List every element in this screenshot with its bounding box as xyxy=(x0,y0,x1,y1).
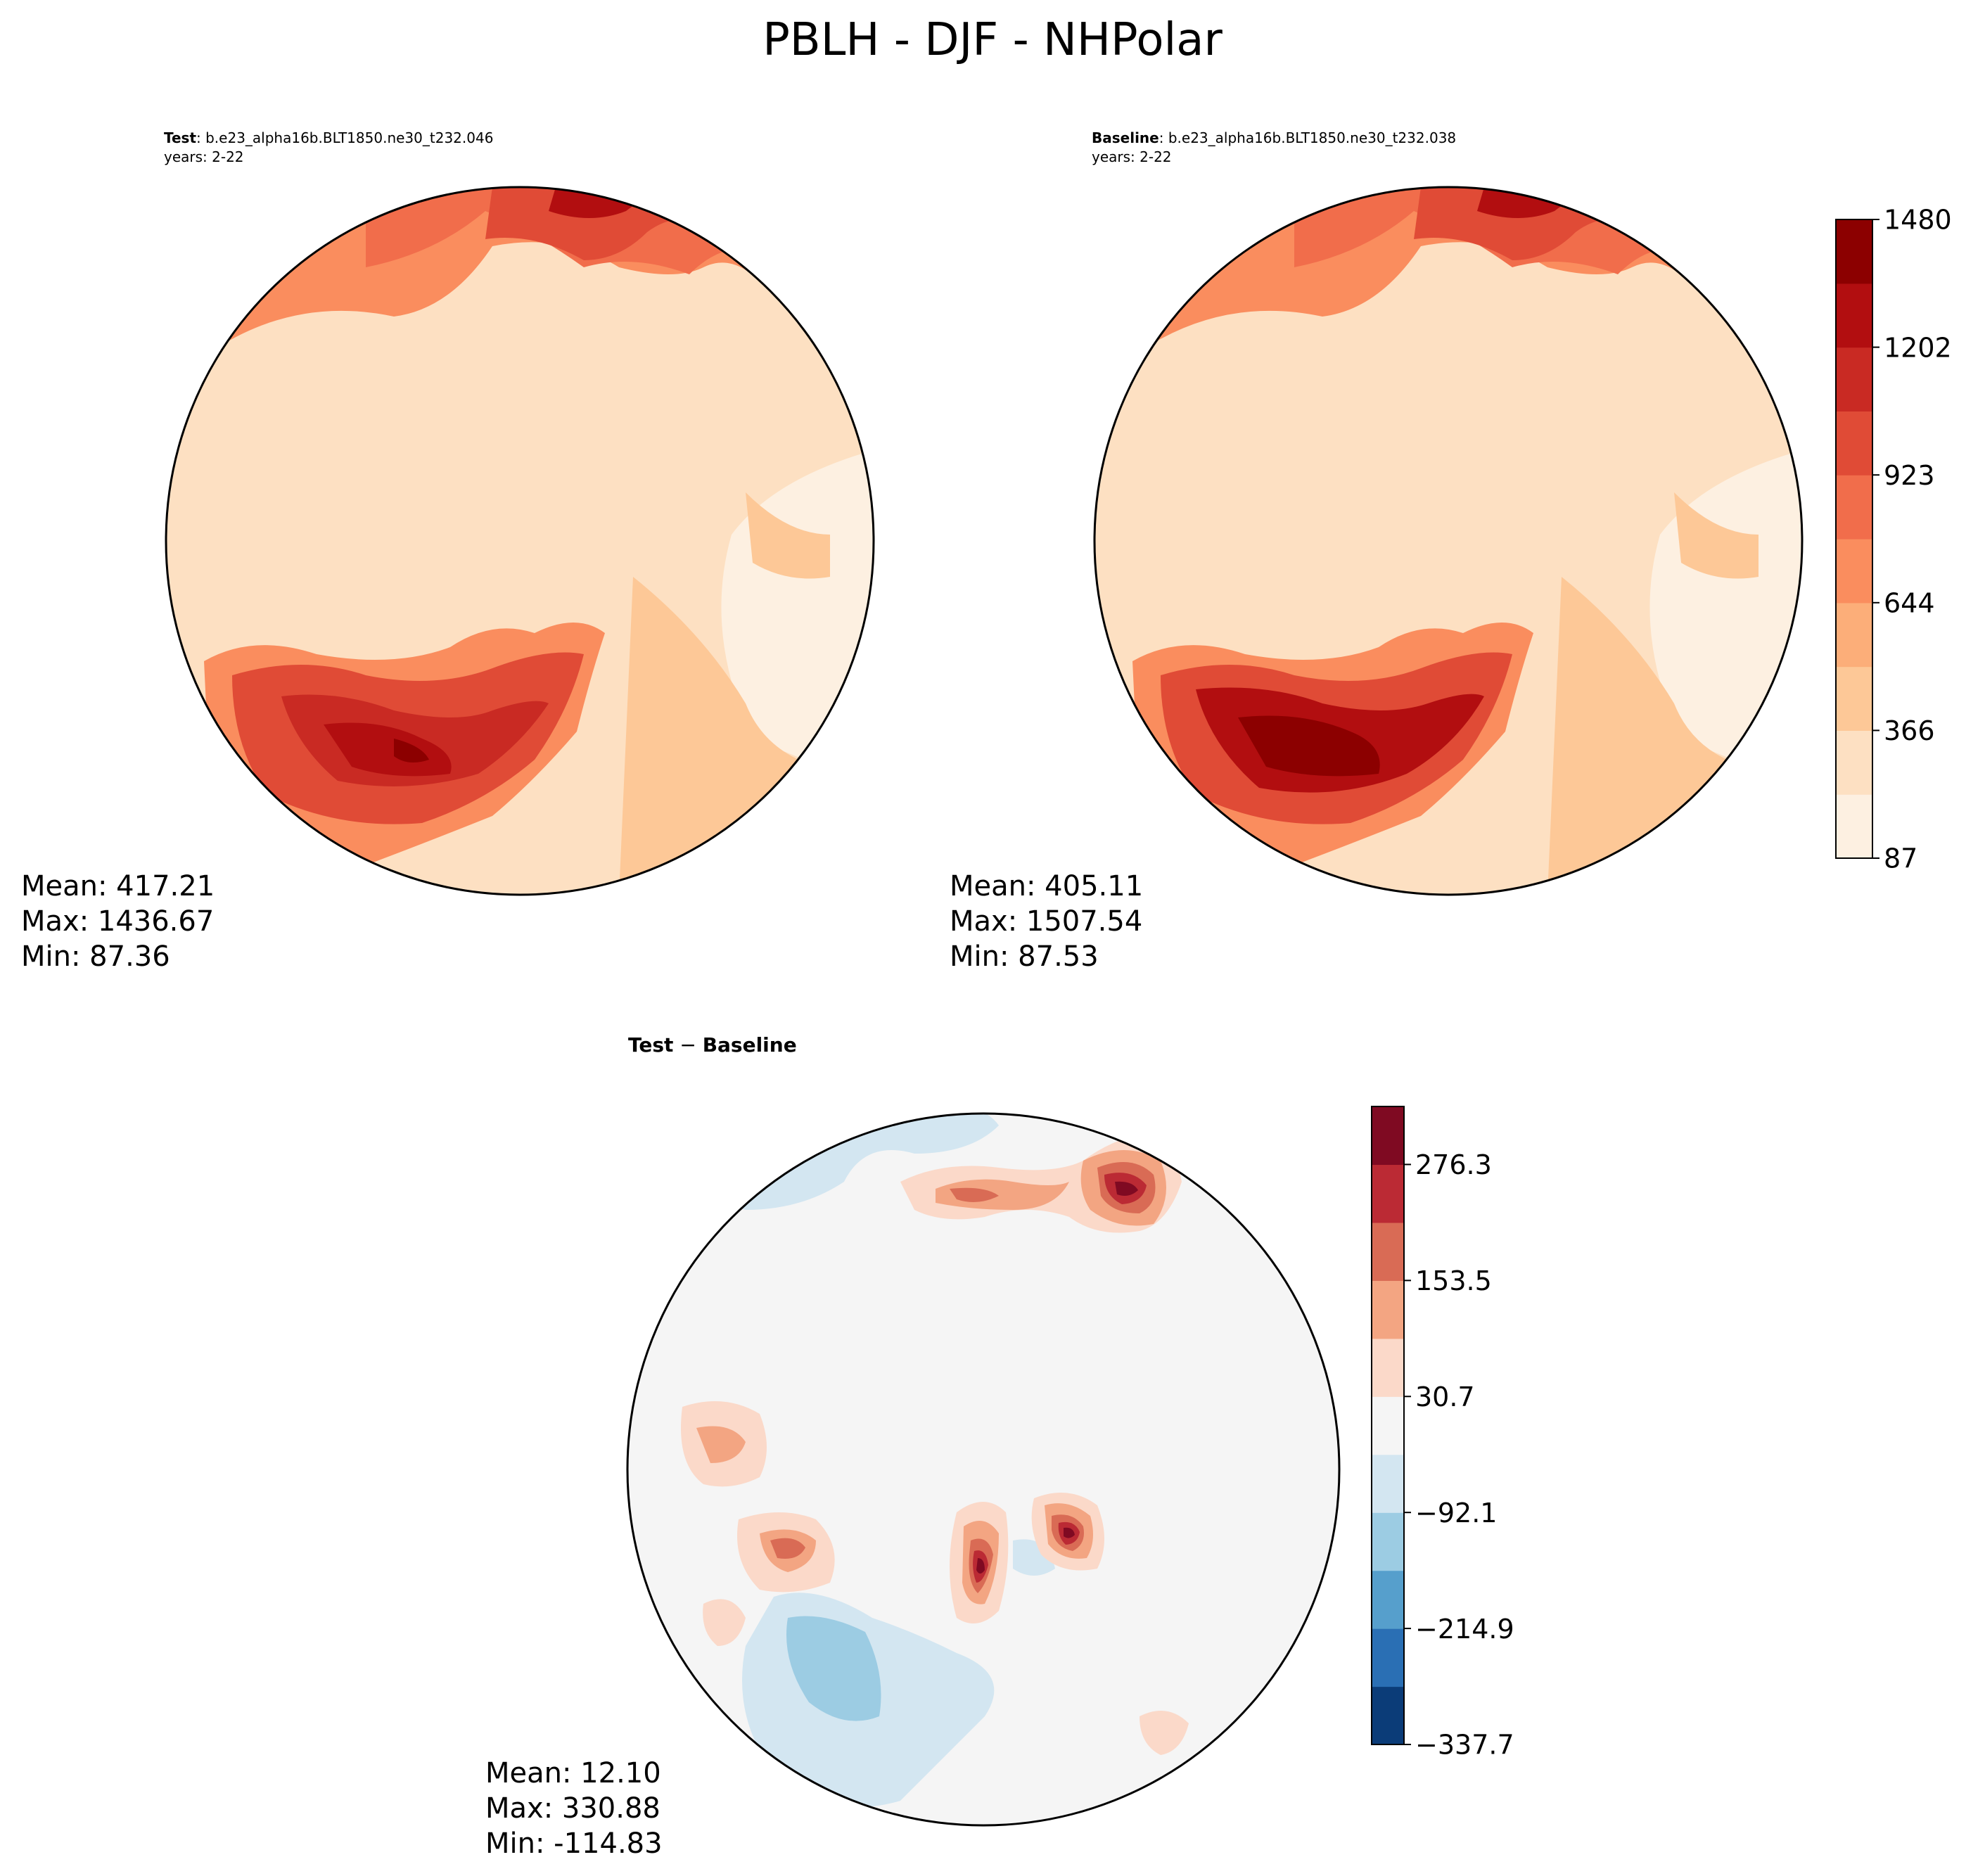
colorbar-absolute-swatch xyxy=(1836,539,1872,604)
colorbar-absolute: 87 366 644 923 1202 1480 xyxy=(1835,205,1952,874)
colorbar-absolute-swatch xyxy=(1836,475,1872,540)
stat-diff-min: Min: -114.83 xyxy=(485,1827,663,1860)
colorbar-difference-swatch xyxy=(1372,1570,1404,1629)
colorbar-absolute-swatch xyxy=(1836,219,1872,284)
panel-test: Test: b.e23_alpha16b.BLT1850.ne30_t232.0… xyxy=(21,129,875,973)
map-baseline-boundary xyxy=(1093,186,1804,896)
stat-test-min: Min: 87.36 xyxy=(21,940,170,973)
stat-test-max: Max: 1436.67 xyxy=(21,905,214,938)
colorbar-absolute-swatch xyxy=(1836,602,1872,668)
colorbar-difference-tick-label: −92.1 xyxy=(1415,1498,1497,1529)
stat-diff-max: Max: 330.88 xyxy=(485,1792,660,1825)
panel-baseline-header: Baseline: b.e23_alpha16b.BLT1850.ne30_t2… xyxy=(1092,129,1456,146)
colorbar-absolute-tick-label: 1480 xyxy=(1884,205,1952,236)
figure-title: PBLH - DJF - NHPolar xyxy=(762,14,1223,66)
panel-test-header: Test: b.e23_alpha16b.BLT1850.ne30_t232.0… xyxy=(164,129,493,146)
colorbar-absolute-swatch xyxy=(1836,730,1872,795)
colorbar-difference-tick-label: 30.7 xyxy=(1415,1382,1475,1412)
panel-test-subheader: years: 2-22 xyxy=(164,148,244,165)
colorbar-difference: −337.7 −214.9 −92.1 30.7 153.5 276.3 xyxy=(1371,1106,1514,1761)
colorbar-difference-swatch xyxy=(1372,1222,1404,1281)
colorbar-absolute-swatch xyxy=(1836,666,1872,731)
colorbar-absolute-tick-label: 1202 xyxy=(1884,332,1952,363)
colorbar-difference-tick-label: 276.3 xyxy=(1415,1149,1492,1180)
colorbar-absolute-swatch xyxy=(1836,283,1872,348)
colorbar-difference-swatch xyxy=(1372,1454,1404,1513)
colorbar-difference-tick-label: −337.7 xyxy=(1415,1730,1514,1761)
colorbar-difference-tick-label: 153.5 xyxy=(1415,1265,1492,1296)
colorbar-absolute-tick-label: 923 xyxy=(1884,460,1935,491)
panel-diff-header: Test − Baseline xyxy=(628,1033,797,1057)
colorbar-absolute-tick-label: 644 xyxy=(1884,587,1935,618)
stat-baseline-max: Max: 1507.54 xyxy=(950,905,1142,938)
colorbar-difference-swatch xyxy=(1372,1512,1404,1571)
colorbar-difference-swatch xyxy=(1372,1628,1404,1687)
colorbar-absolute-swatch xyxy=(1836,794,1872,859)
colorbar-difference-swatch xyxy=(1372,1686,1404,1745)
colorbar-difference-swatch xyxy=(1372,1280,1404,1339)
panel-baseline: Baseline: b.e23_alpha16b.BLT1850.ne30_t2… xyxy=(950,129,1804,973)
colorbar-absolute-tick-label: 87 xyxy=(1884,843,1917,874)
colorbar-difference-swatch xyxy=(1372,1338,1404,1397)
colorbar-difference-tick-label: −214.9 xyxy=(1415,1614,1514,1645)
panel-difference: Test − Baseline xyxy=(485,1033,1341,1860)
stat-baseline-mean: Mean: 405.11 xyxy=(950,870,1143,902)
panel-baseline-subheader: years: 2-22 xyxy=(1092,148,1172,165)
map-baseline xyxy=(1094,187,1802,895)
map-difference xyxy=(627,1114,1339,1825)
stat-test-mean: Mean: 417.21 xyxy=(21,870,215,902)
map-test xyxy=(166,187,874,895)
stat-baseline-min: Min: 87.53 xyxy=(950,940,1099,973)
map-test-boundary xyxy=(165,186,875,896)
colorbar-absolute-swatch xyxy=(1836,411,1872,476)
map-diff-boundary xyxy=(626,1112,1341,1827)
colorbar-difference-swatch xyxy=(1372,1164,1404,1223)
colorbar-absolute-swatch xyxy=(1836,347,1872,411)
colorbar-absolute-tick-label: 366 xyxy=(1884,715,1935,746)
colorbar-difference-swatch xyxy=(1372,1396,1404,1455)
stat-diff-mean: Mean: 12.10 xyxy=(485,1757,661,1789)
colorbar-difference-swatch xyxy=(1372,1106,1404,1166)
